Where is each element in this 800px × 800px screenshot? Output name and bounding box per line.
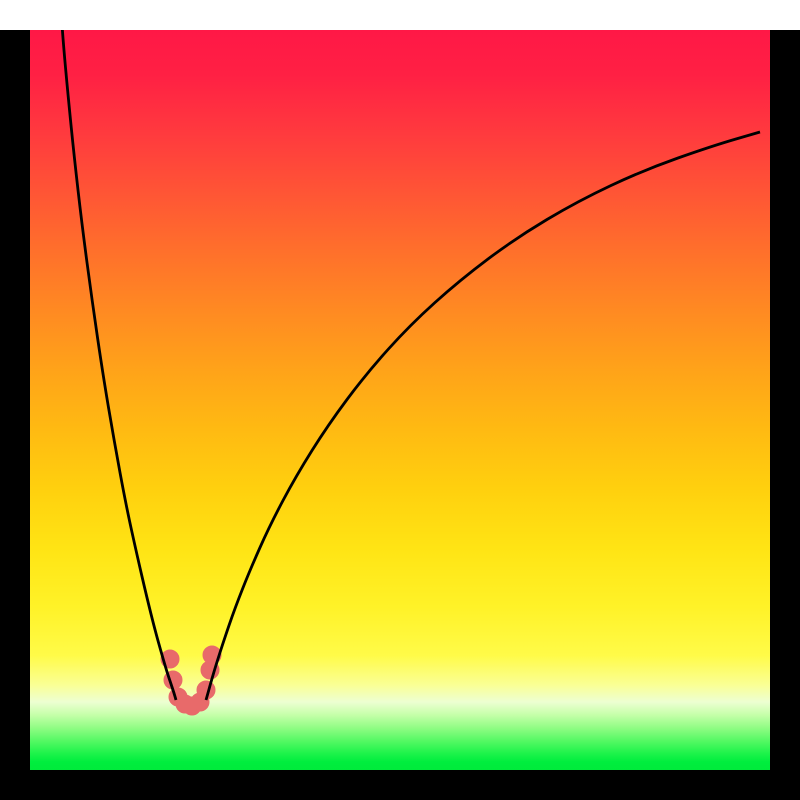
top-white-strip	[0, 0, 800, 30]
plot-background	[30, 30, 770, 770]
chart-root: TheBottleneck.com	[0, 0, 800, 800]
chart-svg	[0, 0, 800, 800]
